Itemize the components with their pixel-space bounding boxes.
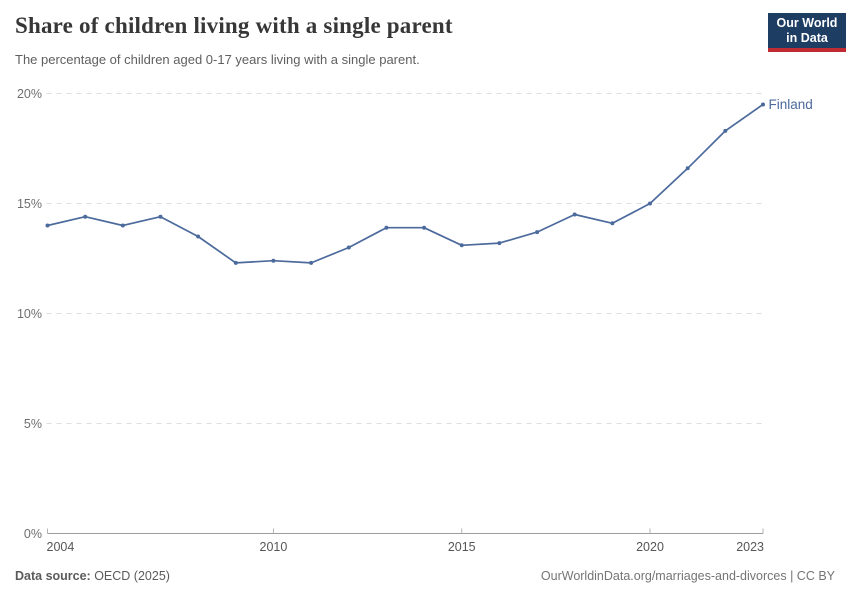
x-tick-label-2020: 2020 — [636, 540, 664, 554]
data-point-2005[interactable] — [83, 214, 88, 219]
data-point-2015[interactable] — [459, 243, 464, 248]
data-point-2008[interactable] — [196, 234, 201, 239]
data-point-2022[interactable] — [723, 128, 728, 133]
x-tick-label-2023: 2023 — [736, 540, 764, 554]
y-tick-label-20: 20% — [17, 87, 42, 101]
y-tick-label-5: 5% — [24, 417, 42, 431]
y-tick-label-0: 0% — [24, 527, 42, 541]
x-tick-label-2004: 2004 — [47, 540, 75, 554]
owid-logo-line2: in Data — [786, 31, 828, 45]
data-point-2004[interactable] — [45, 223, 50, 228]
data-point-2023[interactable] — [761, 102, 765, 107]
entity-label-finland[interactable]: Finland — [769, 97, 813, 112]
chart-title: Share of children living with a single p… — [15, 13, 453, 38]
y-tick-label-15: 15% — [17, 197, 42, 211]
data-point-2016[interactable] — [497, 241, 502, 246]
data-point-2009[interactable] — [233, 260, 238, 265]
data-point-2020[interactable] — [648, 201, 652, 206]
data-point-2013[interactable] — [384, 225, 389, 230]
data-point-2010[interactable] — [271, 258, 276, 263]
data-point-2021[interactable] — [685, 166, 690, 171]
data-point-2007[interactable] — [158, 214, 163, 219]
data-source: Data source: OECD (2025) — [15, 569, 170, 583]
data-source-value: OECD (2025) — [90, 569, 170, 583]
owid-logo[interactable]: Our World in Data — [768, 13, 846, 52]
x-tick-label-2015: 2015 — [448, 540, 476, 554]
owid-citation-link[interactable]: OurWorldinData.org/marriages-and-divorce… — [540, 569, 835, 583]
series-line-finland[interactable] — [47, 103, 764, 264]
chart-subtitle: The percentage of children aged 0-17 yea… — [15, 52, 420, 67]
y-tick-label-10: 10% — [17, 307, 42, 321]
data-point-2011[interactable] — [309, 260, 314, 265]
data-point-2018[interactable] — [572, 212, 577, 217]
data-source-label: Data source: — [15, 569, 91, 583]
data-point-2017[interactable] — [535, 230, 540, 235]
owid-logo-line1: Our World — [776, 16, 838, 30]
data-point-2014[interactable] — [422, 225, 427, 230]
data-point-2019[interactable] — [610, 221, 615, 226]
x-tick-label-2010: 2010 — [260, 540, 288, 554]
data-point-2006[interactable] — [120, 223, 125, 228]
data-point-2012[interactable] — [346, 245, 351, 250]
